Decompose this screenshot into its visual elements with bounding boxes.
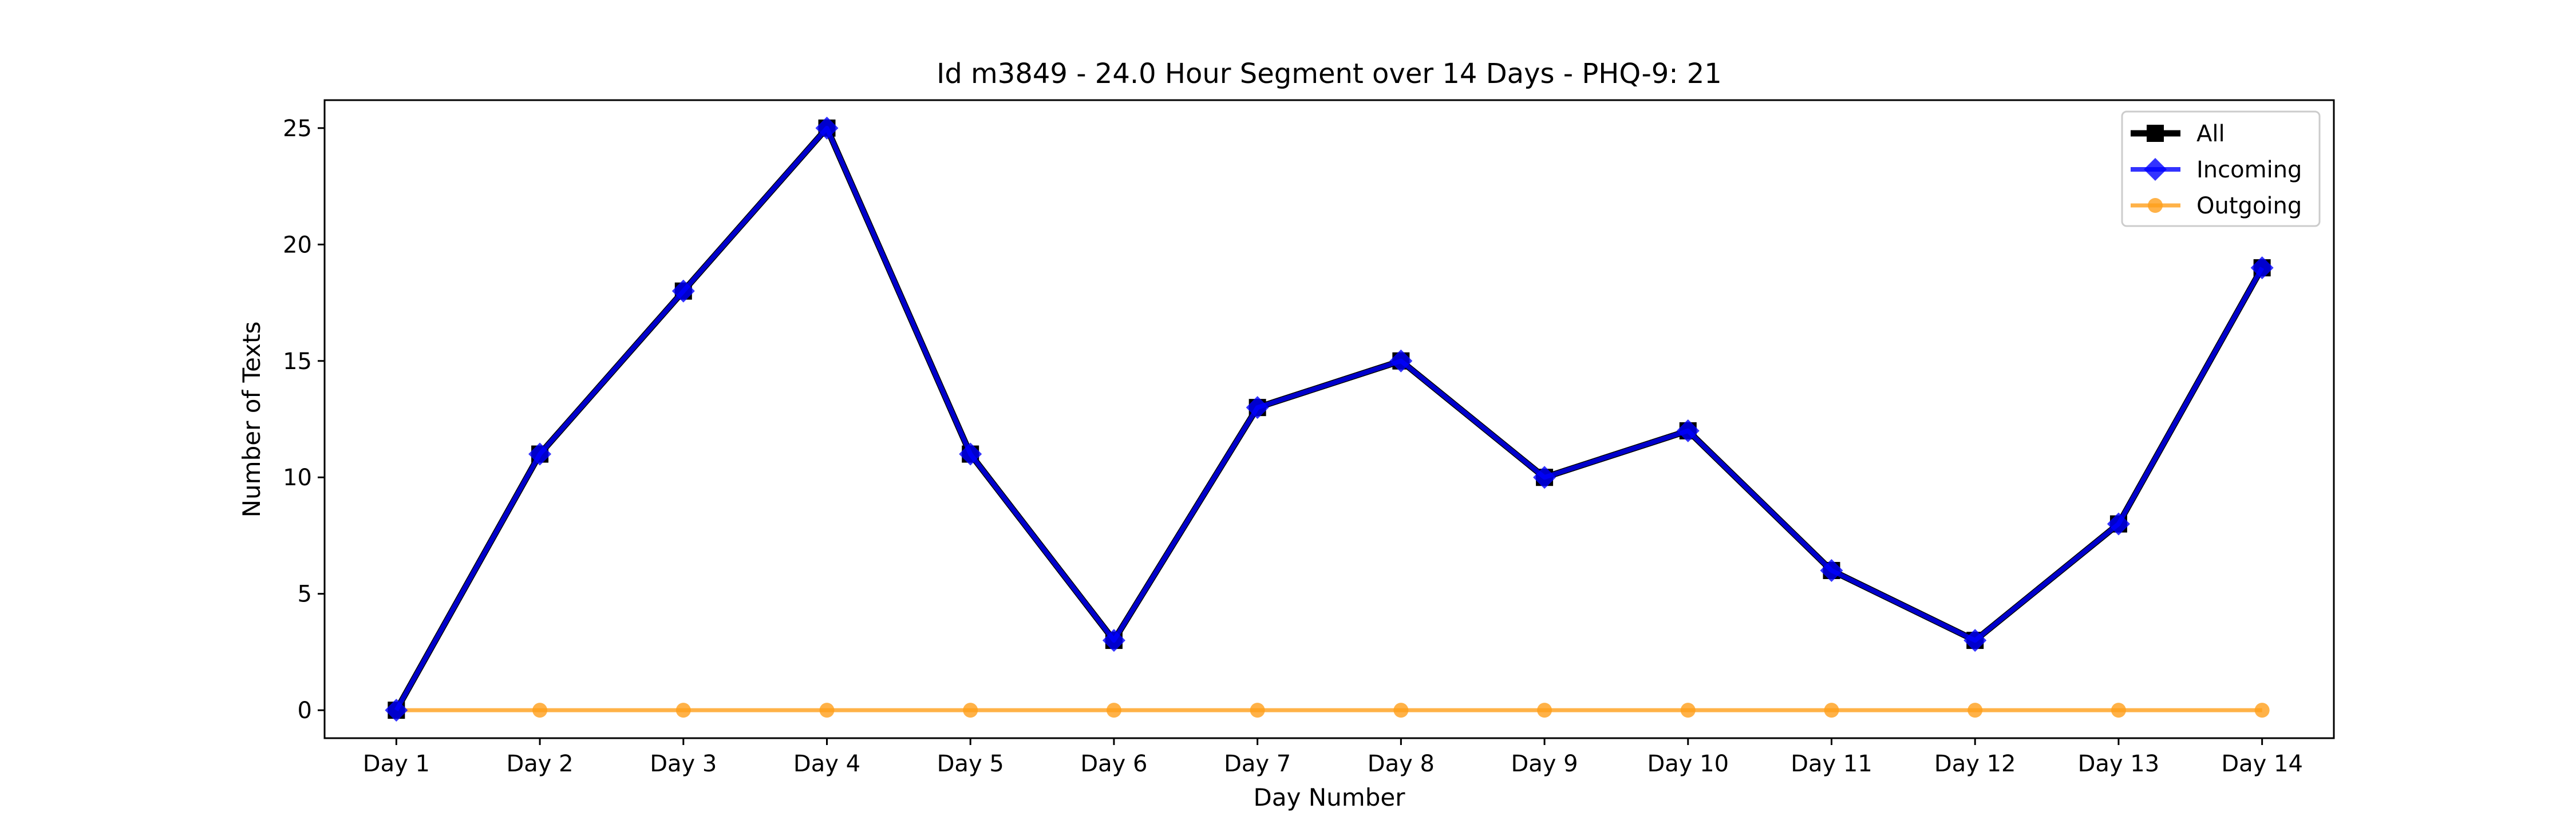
data-point-incoming xyxy=(1820,559,1843,583)
legend-item-incoming: Incoming xyxy=(2131,157,2302,183)
data-point-outgoing xyxy=(1393,703,1409,718)
x-tick-label: Day 2 xyxy=(506,751,573,777)
data-point-outgoing xyxy=(963,703,978,718)
data-point-incoming xyxy=(671,279,695,303)
y-tick-label: 15 xyxy=(283,348,312,375)
x-axis-label: Day Number xyxy=(1253,783,1405,811)
x-tick-label: Day 8 xyxy=(1368,751,1435,777)
legend-marker xyxy=(2147,125,2164,142)
plot-area: 0 5 10 15 20 25 Day 1 Day 2 Day 3 Day 4 Day 5 Day 6… xyxy=(283,99,2335,777)
data-point-incoming xyxy=(1102,629,1125,652)
data-point-outgoing xyxy=(532,703,548,718)
y-tick-label: 5 xyxy=(298,581,312,608)
legend-marker xyxy=(2148,198,2163,213)
x-tick-label: Day 10 xyxy=(1647,751,1729,777)
x-tick-label: Day 1 xyxy=(363,751,430,777)
legend-label: Outgoing xyxy=(2196,193,2302,219)
series-line-incoming xyxy=(394,125,2265,712)
data-point-outgoing xyxy=(2111,703,2126,718)
data-point-incoming xyxy=(2250,256,2274,279)
data-point-incoming xyxy=(1389,349,1413,373)
x-tick-label: Day 11 xyxy=(1791,751,1872,777)
legend: All Incoming Outgoing xyxy=(2121,110,2321,227)
series-outgoing xyxy=(389,703,2270,718)
y-tick-label: 20 xyxy=(283,232,312,258)
y-tick-label: 0 xyxy=(298,698,312,724)
y-axis-label: Number of Texts xyxy=(238,322,266,518)
data-point-incoming xyxy=(1963,629,1987,652)
legend-label: Incoming xyxy=(2196,157,2302,183)
x-tick-label: Day 9 xyxy=(1511,751,1578,777)
x-tick-label: Day 13 xyxy=(2078,751,2160,777)
data-point-outgoing xyxy=(675,703,691,718)
data-point-outgoing xyxy=(1680,703,1696,718)
data-point-outgoing xyxy=(1824,703,1839,718)
data-point-outgoing xyxy=(1537,703,1552,718)
legend-label: All xyxy=(2196,121,2225,147)
data-point-incoming xyxy=(1676,419,1700,442)
data-point-incoming xyxy=(815,116,839,140)
plot-frame xyxy=(323,99,2335,739)
series-incoming xyxy=(385,116,2274,722)
x-tick-label: Day 5 xyxy=(937,751,1004,777)
data-point-incoming xyxy=(959,442,982,466)
y-tick-label: 25 xyxy=(283,116,312,142)
data-point-outgoing xyxy=(819,703,835,718)
x-tick-label: Day 14 xyxy=(2221,751,2303,777)
x-tick-label: Day 12 xyxy=(1934,751,2016,777)
data-point-incoming xyxy=(1533,466,1556,489)
legend-box xyxy=(2121,110,2321,227)
x-tick-label: Day 3 xyxy=(650,751,717,777)
x-tick-label: Day 6 xyxy=(1080,751,1147,777)
data-point-outgoing xyxy=(1250,703,1265,718)
y-tick-label: 10 xyxy=(283,465,312,491)
data-point-incoming xyxy=(1246,396,1269,419)
legend-item-all: All xyxy=(2131,121,2225,147)
data-point-incoming xyxy=(528,442,552,466)
data-point-outgoing xyxy=(2254,703,2270,718)
legend-marker xyxy=(2144,158,2167,181)
legend-item-outgoing: Outgoing xyxy=(2131,193,2302,219)
chart-title: Id m3849 - 24.0 Hour Segment over 14 Day… xyxy=(937,58,1722,90)
x-tick-label: Day 7 xyxy=(1224,751,1291,777)
data-point-outgoing xyxy=(1967,703,1983,718)
data-point-incoming xyxy=(2107,512,2130,536)
data-point-incoming xyxy=(385,699,408,722)
x-tick-label: Day 4 xyxy=(793,751,860,777)
data-point-outgoing xyxy=(1106,703,1121,718)
